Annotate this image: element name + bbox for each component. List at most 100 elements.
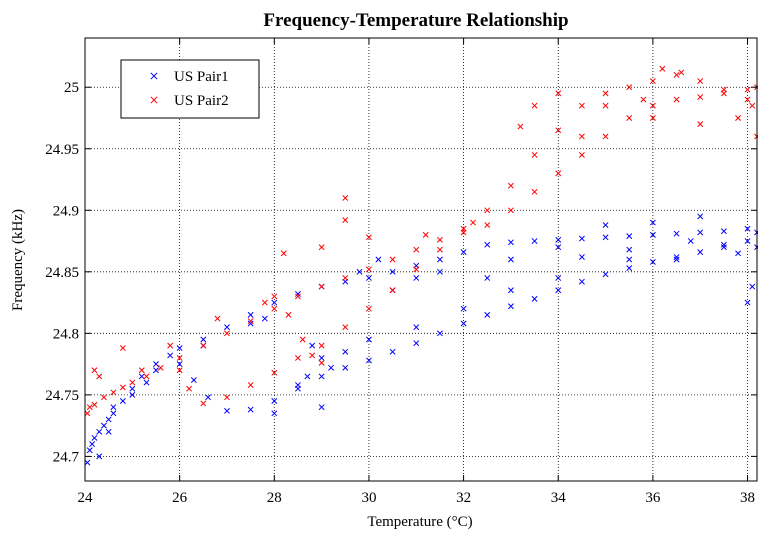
- data-point: [100, 394, 107, 401]
- data-point: [507, 303, 514, 310]
- data-point: [484, 241, 491, 248]
- x-axis-label: Temperature (°C): [367, 514, 472, 530]
- data-point: [697, 78, 704, 85]
- data-point: [436, 268, 443, 275]
- data-point: [96, 373, 103, 380]
- data-point: [720, 228, 727, 235]
- y-tick-label: 24.9: [53, 203, 79, 219]
- data-point: [507, 207, 514, 214]
- legend-label: US Pair2: [174, 93, 229, 109]
- data-point: [261, 299, 268, 306]
- data-point: [697, 249, 704, 256]
- data-point: [649, 78, 656, 85]
- data-point: [91, 367, 98, 374]
- data-point: [517, 123, 524, 130]
- data-point: [365, 336, 372, 343]
- data-point: [555, 127, 562, 134]
- data-point: [224, 394, 230, 401]
- data-point: [129, 385, 136, 392]
- data-point: [119, 384, 126, 391]
- data-point: [176, 354, 183, 361]
- data-point: [697, 121, 704, 128]
- data-point: [119, 345, 126, 352]
- x-tick-label: 26: [172, 490, 188, 506]
- data-point: [744, 238, 751, 244]
- data-point: [318, 373, 325, 380]
- x-tick-label: 28: [267, 490, 282, 506]
- data-point: [110, 404, 117, 411]
- data-point: [697, 94, 704, 101]
- data-point: [143, 379, 150, 386]
- data-point: [318, 359, 325, 366]
- data-point: [460, 320, 467, 327]
- y-tick-label: 24.8: [53, 326, 79, 342]
- data-point: [129, 391, 136, 398]
- plot-frame: [84, 37, 758, 482]
- legend-items: US Pair1 US Pair2: [150, 69, 229, 109]
- data-point: [271, 299, 278, 306]
- data-point: [531, 295, 538, 302]
- data-point: [365, 275, 372, 281]
- tick-layer: 24 26 28 30 32 34 36 38 24.7 24.75 24.8 24.85 24.9 24…: [45, 38, 757, 506]
- data-point: [295, 354, 301, 361]
- data-point: [460, 225, 467, 232]
- data-point: [470, 219, 477, 226]
- data-point: [110, 389, 117, 396]
- data-point: [89, 441, 96, 448]
- y-tick-label: 24.75: [45, 388, 79, 404]
- data-point: [280, 250, 287, 257]
- data-point: [744, 299, 751, 306]
- legend: US Pair1 US Pair2: [120, 59, 260, 119]
- data-point: [318, 244, 325, 251]
- data-point: [720, 241, 727, 248]
- data-point: [261, 315, 268, 322]
- data-point: [186, 385, 193, 392]
- data-point: [578, 235, 585, 242]
- data-point: [342, 348, 349, 355]
- data-point: [309, 342, 316, 349]
- data-point: [200, 336, 207, 343]
- data-point: [531, 102, 538, 109]
- data-point: [176, 361, 183, 368]
- data-point: [744, 225, 751, 232]
- legend-box: [120, 59, 260, 119]
- data-point: [649, 219, 656, 226]
- data-point: [176, 345, 183, 352]
- x-tick-label: 30: [361, 490, 376, 506]
- data-point: [578, 254, 585, 260]
- data-point: [342, 217, 349, 224]
- data-point: [507, 239, 514, 246]
- data-point: [436, 256, 443, 263]
- data-point: [413, 324, 420, 331]
- data-point: [413, 275, 420, 281]
- data-point: [143, 373, 150, 380]
- data-point: [318, 342, 325, 349]
- data-point: [176, 367, 183, 374]
- data-point: [224, 330, 230, 337]
- data-point: [167, 342, 174, 349]
- data-point: [555, 90, 562, 97]
- data-point: [389, 256, 396, 263]
- data-point: [105, 416, 112, 423]
- data-point: [110, 410, 117, 417]
- data-point: [649, 231, 656, 238]
- data-point: [422, 231, 429, 238]
- y-tick-label: 24.95: [45, 142, 79, 158]
- data-point: [744, 96, 751, 103]
- data-point: [129, 379, 136, 386]
- legend-marker: [150, 72, 158, 80]
- series-2: [84, 65, 758, 417]
- data-point: [484, 207, 491, 214]
- data-point: [389, 287, 396, 294]
- data-point: [271, 398, 278, 404]
- data-point: [295, 293, 301, 300]
- data-point: [555, 287, 562, 294]
- data-point: [342, 275, 349, 281]
- data-point: [299, 336, 306, 343]
- x-tick-label: 38: [740, 490, 755, 506]
- data-point: [328, 364, 335, 371]
- y-tick-label: 24.7: [53, 449, 80, 465]
- data-point: [389, 268, 396, 275]
- data-point: [673, 96, 680, 103]
